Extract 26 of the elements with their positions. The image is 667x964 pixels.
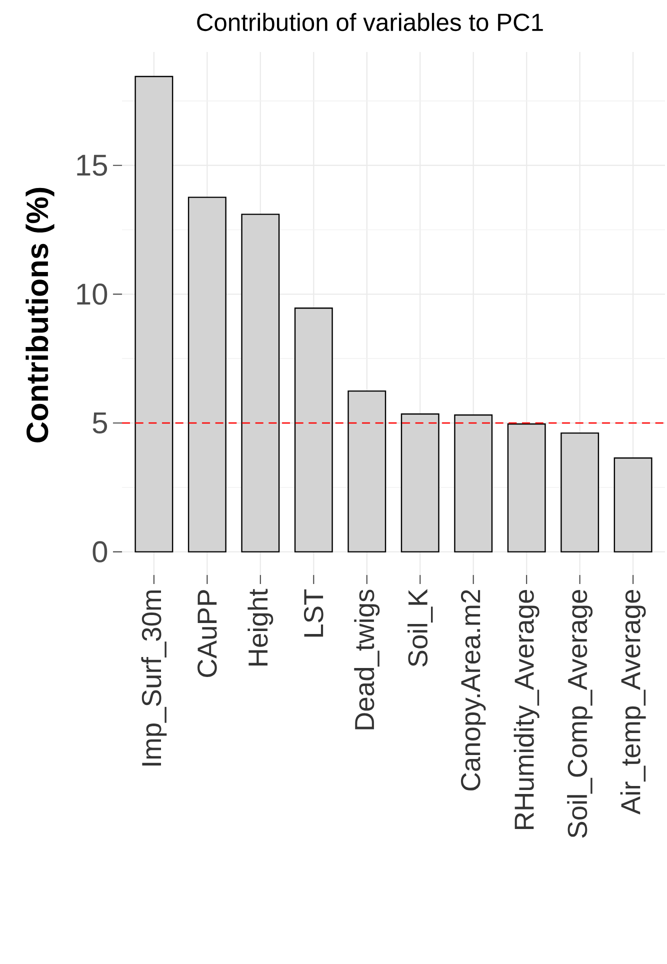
bar bbox=[454, 414, 493, 552]
x-tick-label: CAuPP bbox=[197, 590, 217, 677]
bar bbox=[134, 76, 174, 552]
bar bbox=[348, 390, 386, 552]
bar bbox=[507, 423, 546, 552]
y-tick-label: 15 bbox=[77, 154, 108, 176]
bar bbox=[614, 457, 652, 552]
x-tick-label: Soil_K bbox=[407, 589, 433, 666]
bar bbox=[188, 196, 226, 552]
x-tick-label: Imp_Surf_30m bbox=[141, 590, 167, 766]
x-tick-label: Soil_Comp_Average bbox=[567, 590, 593, 838]
bar bbox=[294, 307, 333, 552]
chart-title: Contribution of variables to PC1 bbox=[197, 12, 543, 32]
x-tick-label: LST bbox=[304, 589, 324, 637]
x-tick-label: Canopy.Area.m2 bbox=[460, 590, 486, 790]
y-tick-label: 0 bbox=[92, 541, 108, 562]
bar bbox=[400, 413, 440, 552]
y-axis-title: Contributions (%) bbox=[26, 188, 54, 442]
bar bbox=[241, 214, 280, 552]
x-tick-label: Dead_twigs bbox=[354, 590, 380, 730]
x-tick-label: RHumidity_Average bbox=[514, 590, 540, 830]
y-tick-label: 5 bbox=[92, 412, 108, 434]
bar bbox=[560, 432, 600, 552]
x-tick-label: Air_temp_Average bbox=[620, 590, 646, 815]
x-tick-label: Height bbox=[248, 588, 274, 666]
y-tick-label: 10 bbox=[77, 284, 108, 305]
